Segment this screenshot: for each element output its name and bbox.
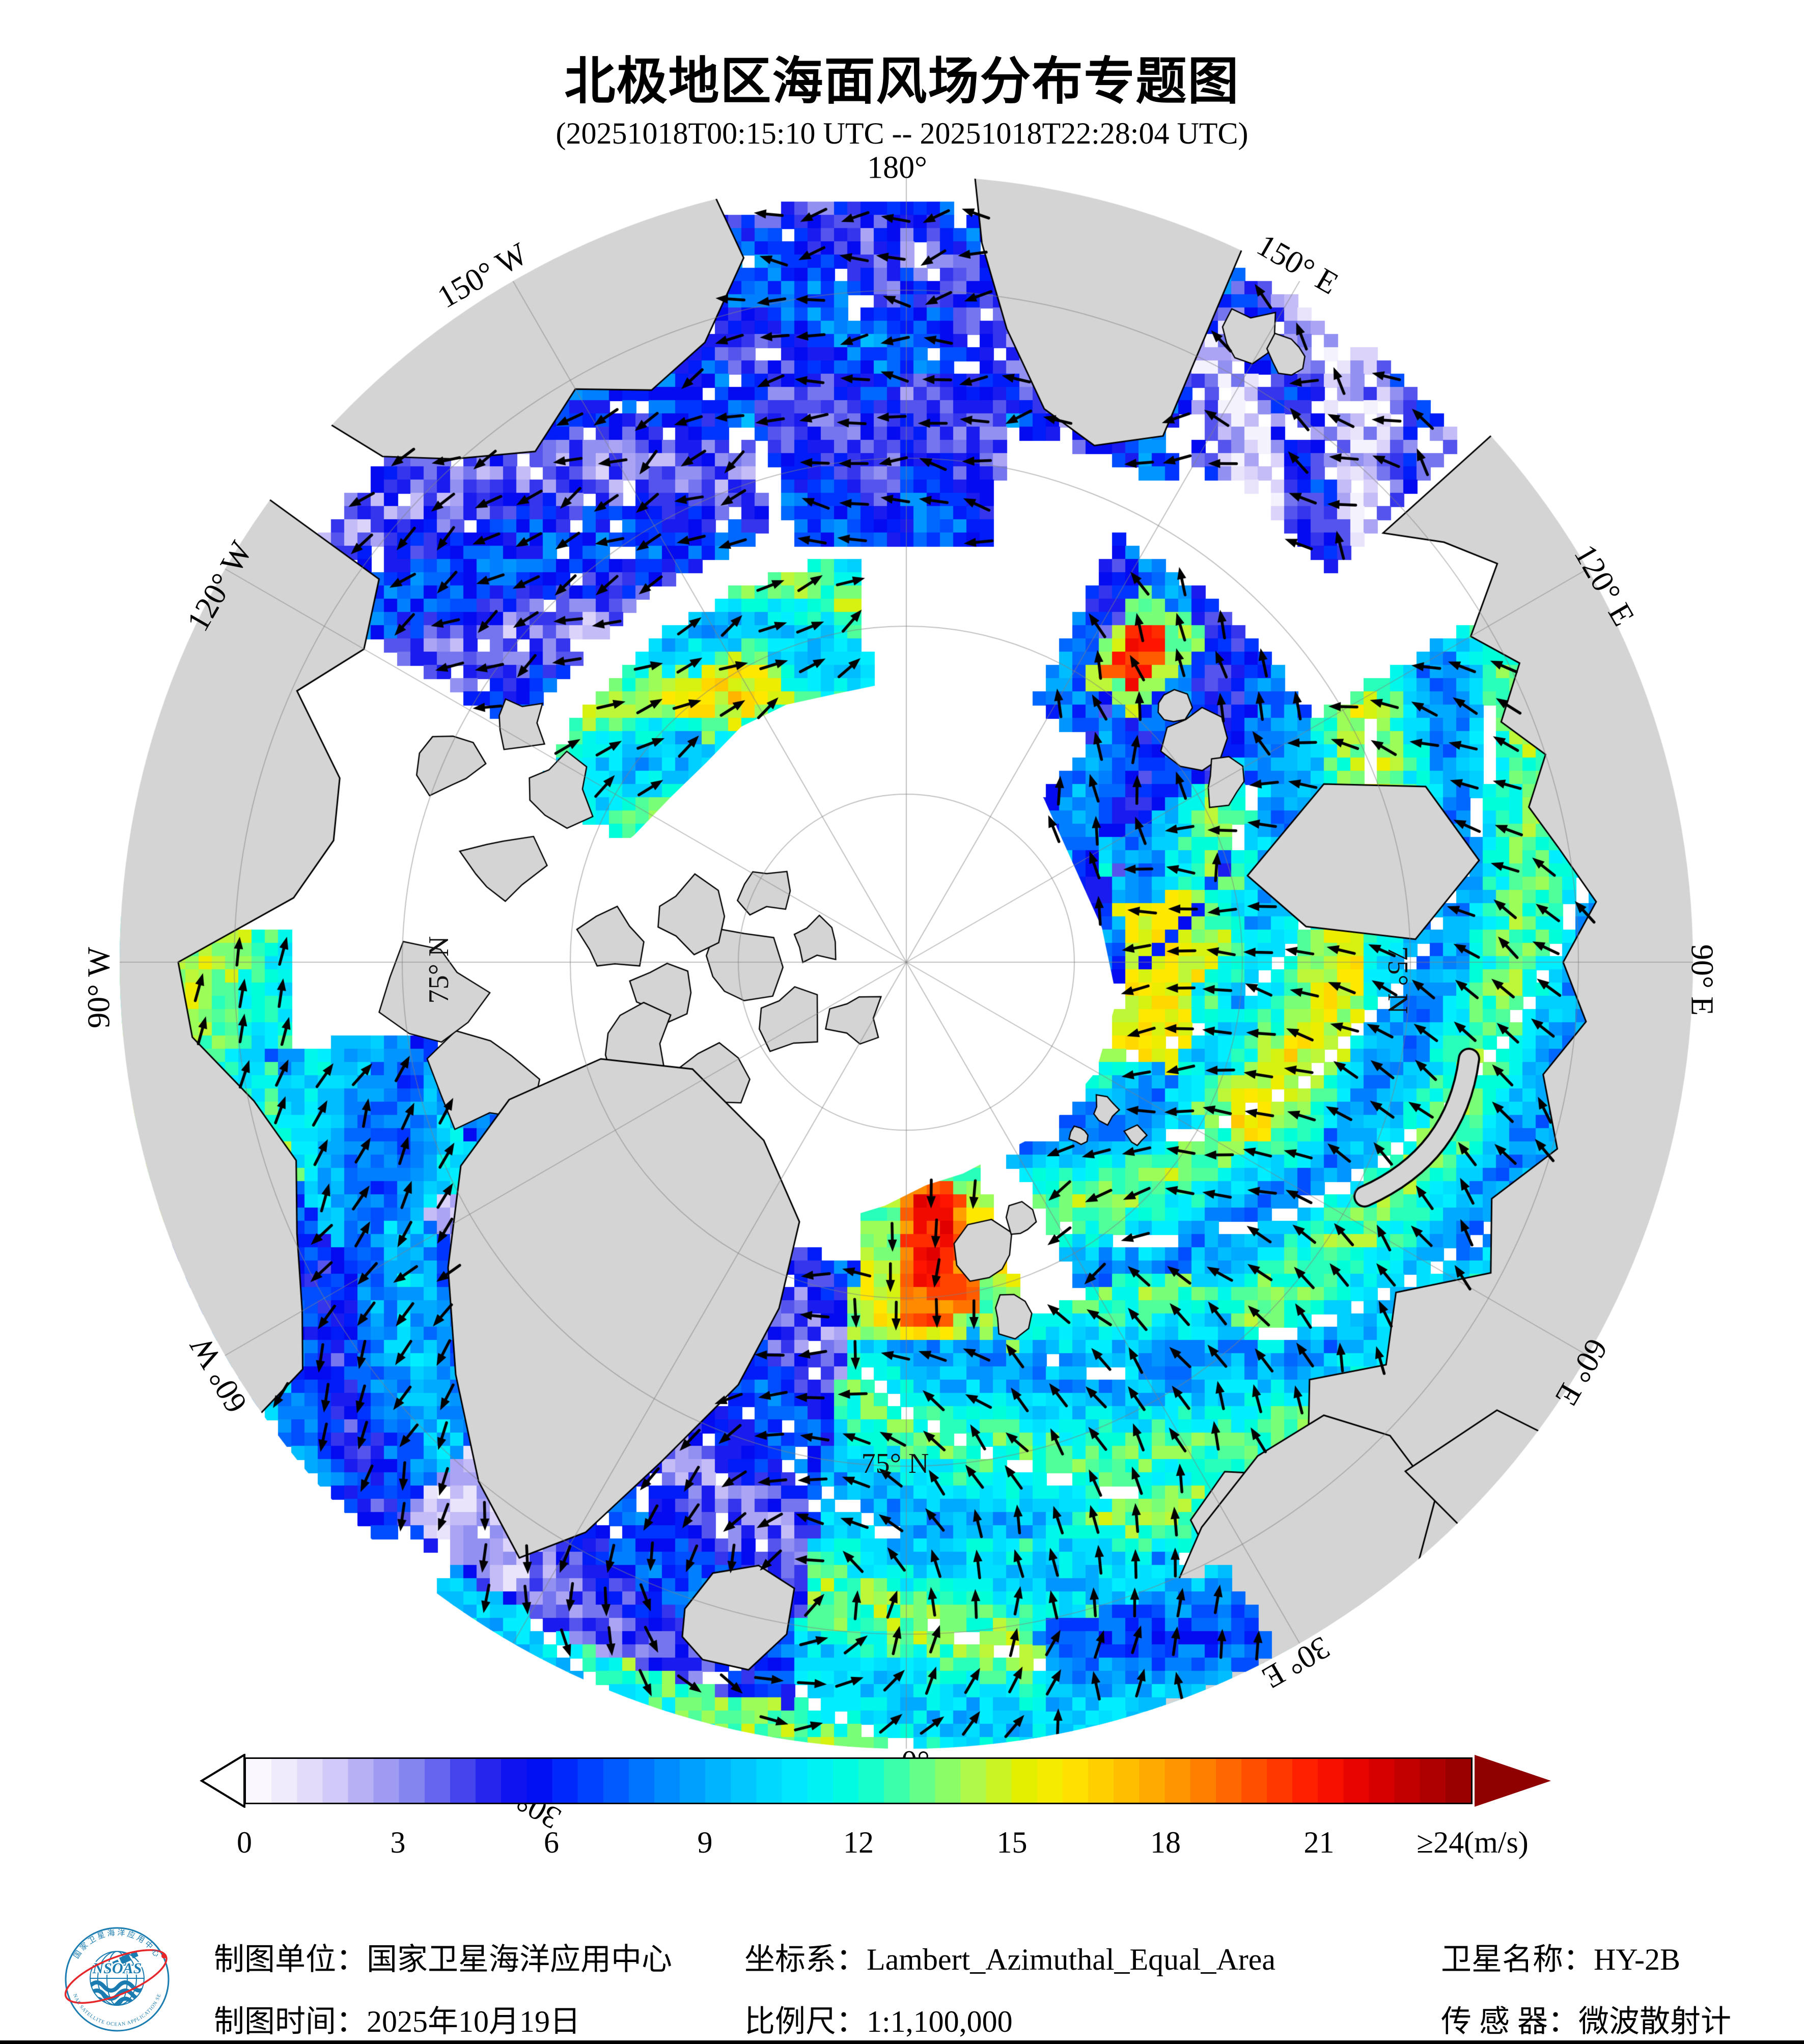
- footer-coordinate-system: 坐标系：Lambert_Azimuthal_Equal_Area: [744, 1943, 1276, 1976]
- colorbar-tick: 6: [544, 1826, 559, 1859]
- colorbar-tick: 15: [996, 1826, 1028, 1859]
- footer-mapping-org: 制图单位：国家卫星海洋应用中心: [214, 1943, 672, 1976]
- meridian-label: 90° E: [1684, 944, 1719, 1016]
- colorbar-left-arrow-icon: [200, 1754, 245, 1808]
- colorbar-tick: 3: [390, 1826, 406, 1859]
- logo-outer-ring: [65, 1927, 170, 2032]
- nsoas-logo: NSOAS 国家卫星海洋应用中心 NATIONAL SATELLITE OCEA…: [64, 1927, 170, 2032]
- colorbar-tick: 0: [237, 1826, 252, 1859]
- latitude-label: 75° N: [1382, 946, 1413, 1014]
- page-title: 北极地区海面风场分布专题图: [564, 53, 1240, 110]
- colorbar-tick: 18: [1150, 1826, 1181, 1859]
- meridian-label: 180°: [867, 150, 927, 185]
- time-range-subtitle: (20251018T00:15:10 UTC -- 20251018T22:28…: [556, 117, 1248, 150]
- colorbar-tick: 9: [697, 1826, 713, 1859]
- footer-sensor-name: 传 感 器：微波散射计: [1441, 2005, 1731, 2038]
- colorbar-gradient: [244, 1757, 1473, 1804]
- meridian-label: 90° W: [81, 947, 117, 1028]
- colorbar-tick: 12: [843, 1826, 874, 1859]
- footer-map-scale: 比例尺：1:1,100,000: [744, 2005, 1013, 2038]
- footer-satellite-name: 卫星名称：HY-2B: [1441, 1943, 1681, 1976]
- colorbar-tick: 21: [1303, 1826, 1335, 1859]
- logo-wave-icon: [90, 1980, 145, 1993]
- latitude-label: 75° N: [423, 936, 455, 1004]
- page-bottom-border: [0, 2040, 1804, 2044]
- polar-wind-map-canvas: [0, 0, 1804, 1761]
- colorbar-right-arrow-icon: [1475, 1755, 1551, 1807]
- footer-mapping-time: 制图时间：2025年10月19日: [214, 2005, 580, 2038]
- latitude-label: 75° N: [861, 1448, 929, 1479]
- logo-acronym: NSOAS: [92, 1960, 142, 1977]
- logo-satellite-icon: [112, 1951, 138, 1967]
- colorbar-tick: ≥24(m/s): [1417, 1826, 1529, 1859]
